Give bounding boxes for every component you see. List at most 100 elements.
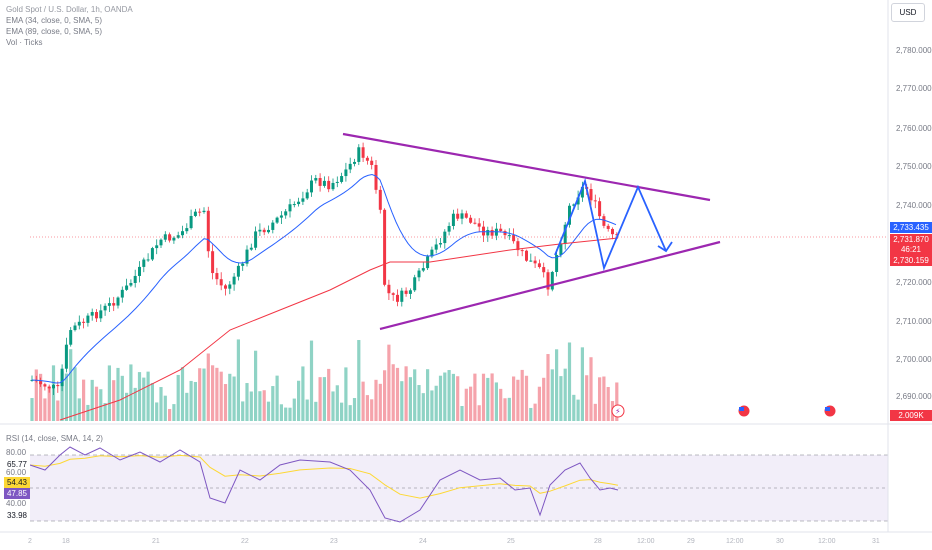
volume-bar [245,383,249,421]
candle-body [181,231,184,236]
volume-bar [318,377,322,421]
candle-body [69,330,73,345]
chart-legend[interactable]: Gold Spot / U.S. Dollar, 1h, OANDA EMA (… [6,4,133,48]
candle-body [116,297,120,306]
candle-body [421,268,425,271]
candle-body [370,160,374,165]
rsi-ma-line [29,454,619,499]
candle-body [439,243,442,245]
candle-body [391,293,395,295]
volume-bar [331,391,335,421]
volume-bar [529,407,533,421]
candle-body [125,285,129,290]
volume-bar [180,367,185,421]
rsi-axis-label: 80.00 [6,448,27,457]
volume-bar [202,368,206,421]
price-axis-label: 2,690.000 [896,392,932,401]
candle-body [73,325,77,331]
volume-bar [473,373,477,421]
triangle-lower-trendline[interactable] [379,240,721,331]
volume-bar [572,394,576,421]
time-axis-label: 24 [419,538,427,545]
symbol-title[interactable]: Gold Spot / U.S. Dollar, 1h, OANDA [6,5,133,14]
ema-34-legend[interactable]: EMA (34, close, 0, SMA, 5) [6,16,103,25]
volume-bar [129,364,133,421]
rsi-legend[interactable]: RSI (14, close, SMA, 14, 2) [6,434,103,443]
candle-body [572,204,576,206]
volume-bar [546,354,550,421]
candle-body [176,235,180,238]
candle-body [550,271,554,290]
volume-legend[interactable]: Vol · Ticks [6,38,43,47]
last-price-tag: 2,731.870 [890,234,932,245]
currency-button[interactable]: USD [891,3,925,22]
volume-bar [512,376,516,421]
volume-bar [232,376,236,421]
volume-bar [567,342,572,421]
time-axis-label: 12:00 [637,538,655,545]
volume-bar [155,402,159,421]
candle-body [413,277,417,291]
ema-34-line [31,173,617,384]
volume-bar [288,407,292,421]
candle-body [189,215,193,229]
price-axis-label: 2,780.000 [896,46,932,55]
candle-body [232,276,236,285]
candle-body [301,198,305,202]
volume-bar [447,370,451,421]
ema-89-legend[interactable]: EMA (89, close, 0, SMA, 5) [6,27,103,36]
volume-bar [585,375,589,421]
candle-body [451,213,455,226]
volume-bar [494,382,498,421]
rsi-ma-tag: 54.43 [4,477,30,488]
candle-body [236,265,240,277]
volume-bar [516,379,520,421]
candle-body [305,192,309,199]
candle-body [456,213,460,219]
time-axis-label: 29 [687,538,695,545]
volume-bar [438,375,443,421]
volume-bar [555,349,559,421]
volume-bar [258,391,262,421]
volume-bar [524,375,529,421]
candle-body [138,266,141,276]
triangle-upper-trendline[interactable] [342,132,711,202]
candle-body [172,237,176,241]
volume-bar [615,382,619,421]
candle-body [112,303,116,306]
candle-body [64,344,68,369]
volume-bar [507,397,511,421]
candle-body [507,235,511,237]
volume-bar [537,386,541,421]
price-axis-label: 2,700.000 [896,355,932,364]
candle-body [344,169,348,177]
us-flag-canton-1 [739,407,744,411]
candle-body [254,231,258,248]
candle-body [77,321,81,326]
candle-body [159,239,163,246]
candle-body [193,211,197,216]
volume-bar [142,377,146,421]
volume-bar [73,367,77,421]
volume-bar [223,384,228,421]
price-axis-label: 2,750.000 [896,162,932,171]
candle-body [512,235,516,242]
candlestick-series [30,142,619,395]
candle-body [361,147,365,158]
candle-body [559,243,563,255]
candle-body [546,272,550,290]
lightning-glyph: ⚡ [615,407,621,416]
ema-slow-price-tag: 2,730.159 [890,255,932,266]
projection-path[interactable] [554,177,667,271]
candle-body [103,305,107,311]
volume-bar [464,388,468,421]
volume-bar [550,369,554,421]
event-lightning-icon[interactable] [611,404,625,418]
ema-89-line [59,237,619,421]
candle-body [404,290,408,294]
candle-body [365,157,369,161]
price-axis-label: 2,740.000 [896,201,932,210]
volume-bar [598,377,602,421]
volume-bar [430,390,434,421]
